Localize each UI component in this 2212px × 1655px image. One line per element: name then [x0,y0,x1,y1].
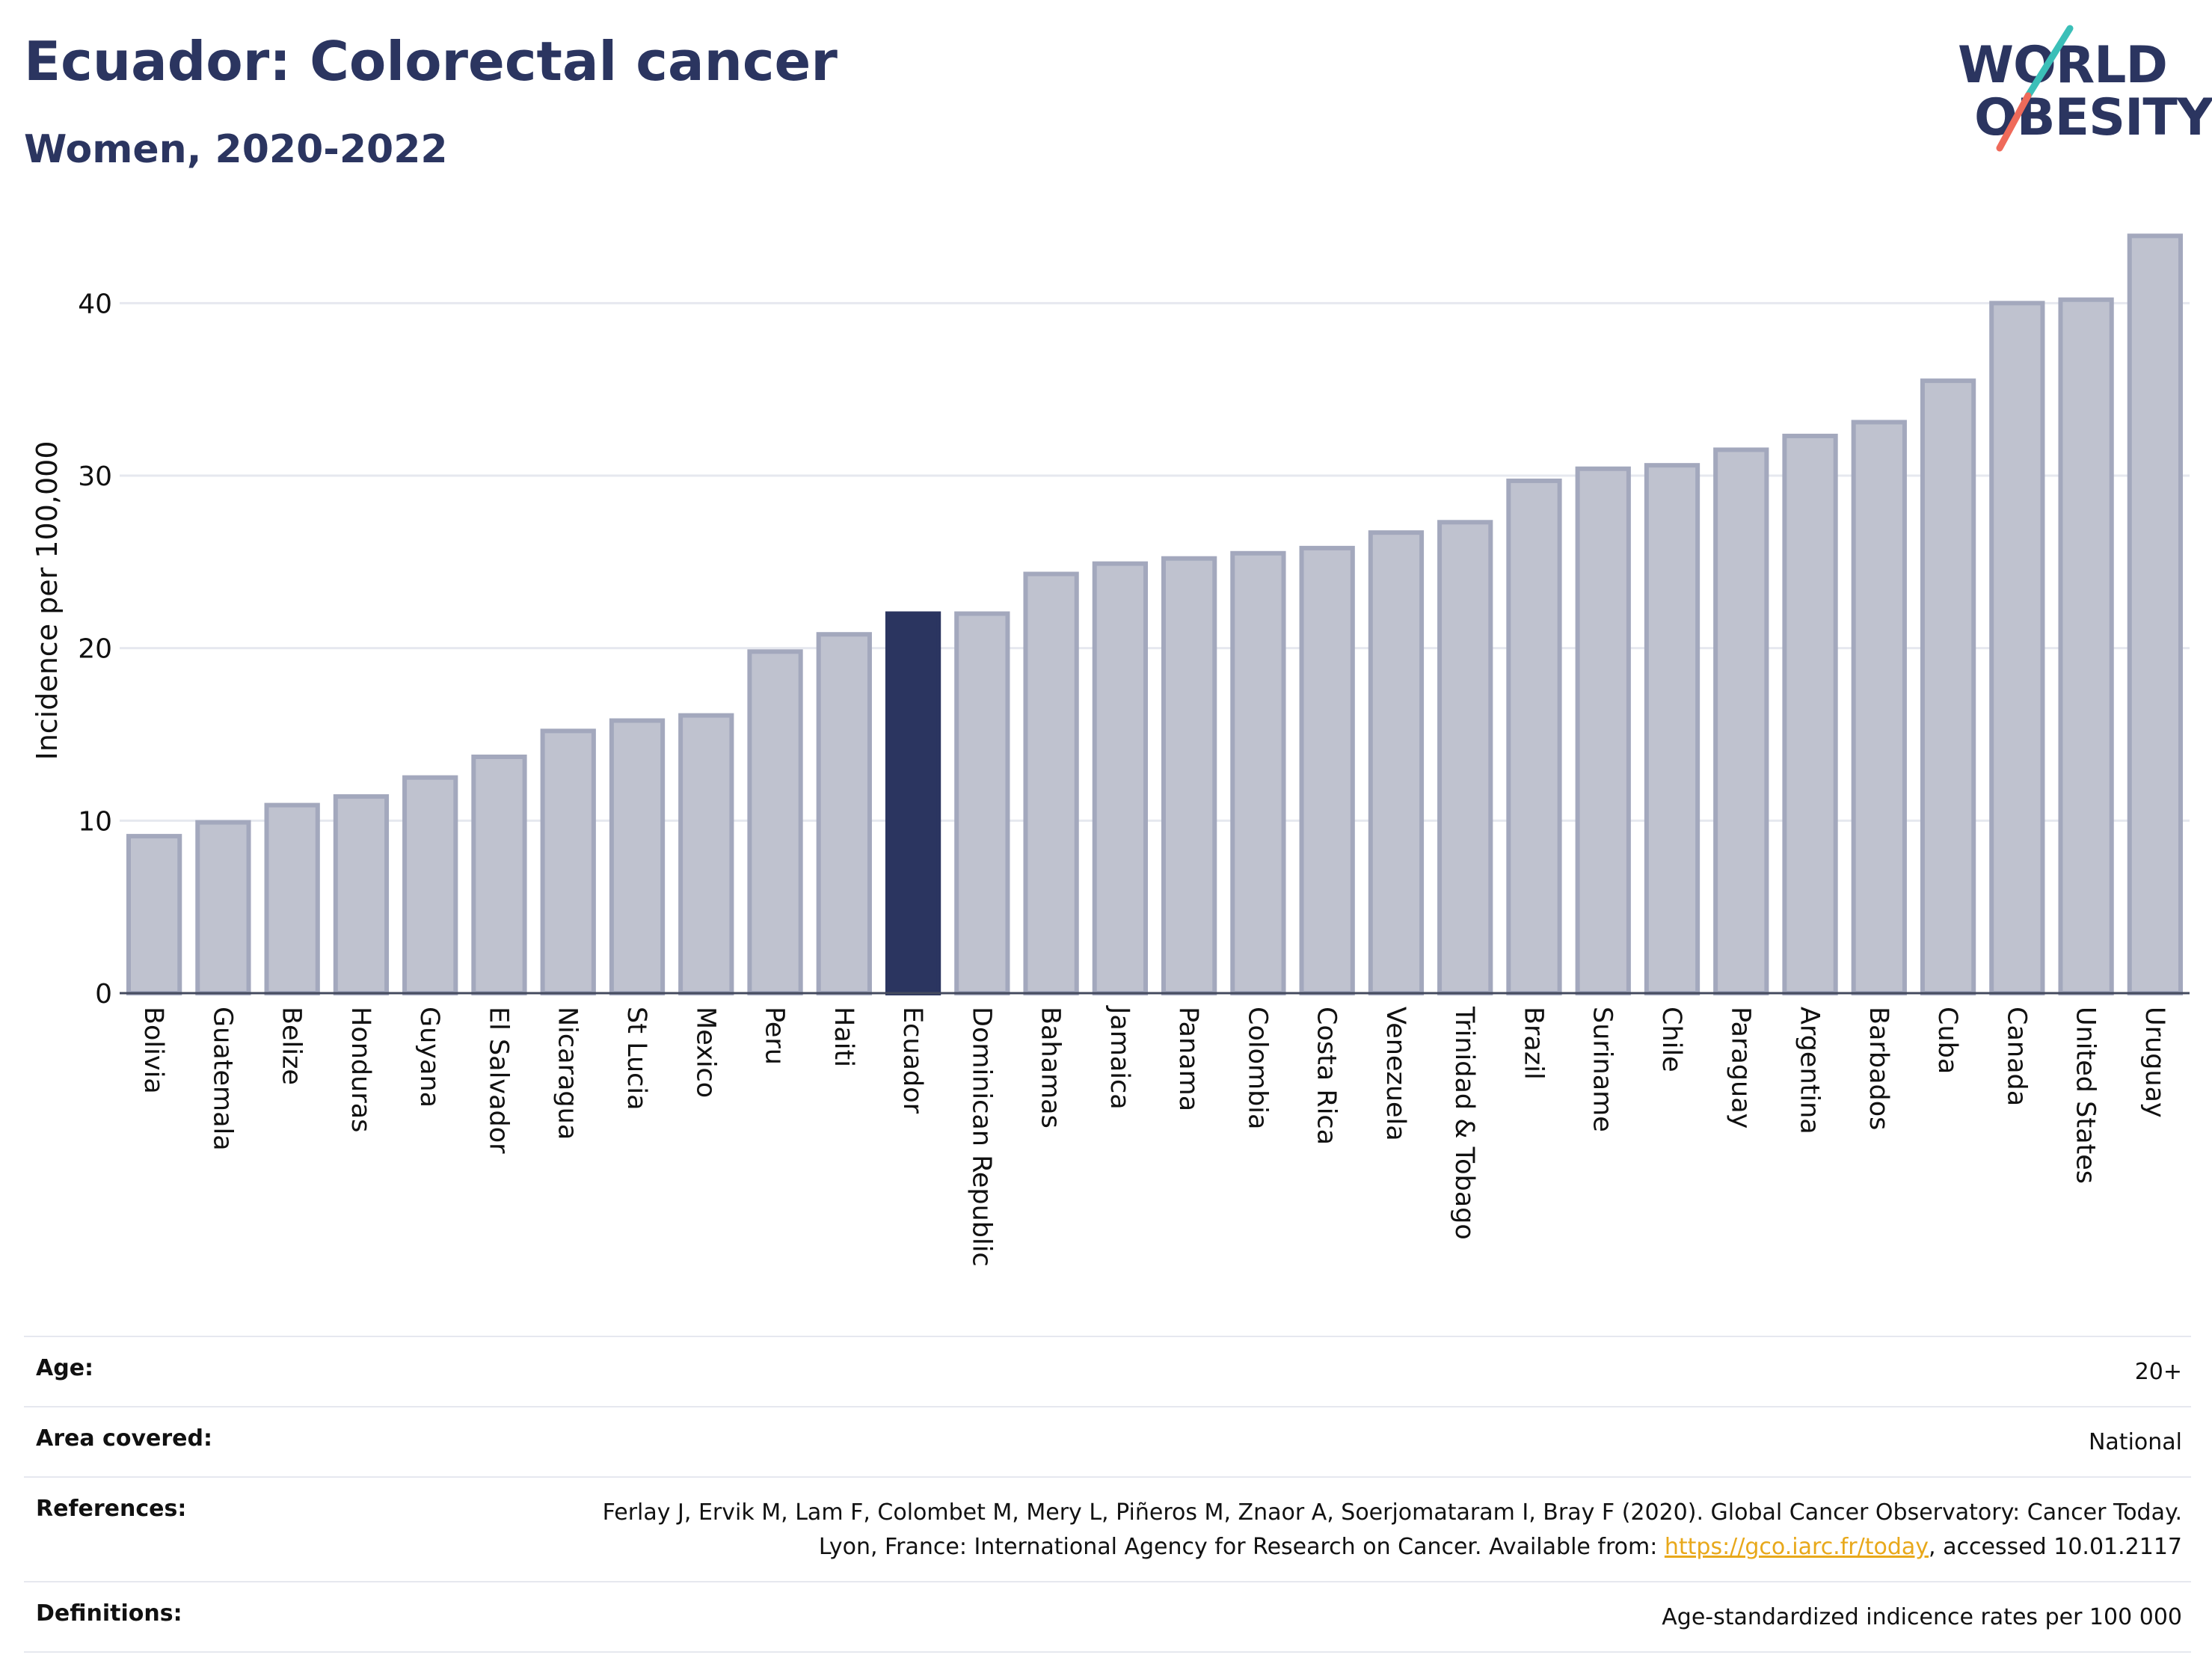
bar-el-salvador [471,754,527,996]
x-tick-label: Mexico [690,1007,720,1098]
y-axis-ticks: 0 10 20 30 40 [78,289,112,1010]
x-tick-label: Guyana [414,1007,444,1108]
references-text: Ferlay J, Ervik M, Lam F, Colombet M, Me… [602,1499,2182,1560]
world-obesity-logo: WORLD OBESITY [1944,22,2212,157]
gridlines [120,301,2190,822]
x-tick-label: Dominican Republic [966,1007,996,1267]
references-link[interactable]: https://gco.iarc.fr/today [1664,1534,1929,1560]
bar-haiti [816,632,872,995]
metadata-table: Age: 20+ Area covered: National Referenc… [24,1336,2191,1653]
x-tick-label: Suriname [1588,1007,1617,1132]
bar-barbados [1851,420,1907,995]
x-tick-label: Guatemala [207,1007,237,1151]
x-tick-label: Argentina [1795,1007,1825,1134]
y-tick-label: 10 [78,806,112,837]
x-tick-label: Bahamas [1036,1007,1066,1129]
x-tick-label: Bolivia [138,1007,168,1094]
bar-cuba [1920,378,1976,995]
bar-jamaica [1092,561,1149,995]
bar-venezuela [1368,530,1425,995]
x-tick-label: Jamaica [1105,1005,1134,1110]
bar-ecuador [885,611,941,995]
x-tick-label: Cuba [1932,1007,1962,1074]
x-tick-label: Ecuador [897,1007,927,1114]
y-axis-label: Incidence per 100,000 [31,440,64,760]
y-tick-label: 0 [95,979,112,1010]
x-tick-label: Belize [277,1007,307,1085]
bar-chile [1644,463,1701,996]
age-value: 20+ [2134,1359,2182,1385]
x-tick-label: Venezuela [1380,1007,1410,1141]
x-tick-label: Honduras [345,1007,375,1132]
references-label: References: [36,1496,187,1522]
meta-row-area: Area covered: National [24,1406,2191,1476]
bars [126,233,2184,996]
references-accessed: , accessed 10.01.2117 [1929,1534,2182,1560]
bar-peru [747,649,803,996]
area-label: Area covered: [36,1425,212,1452]
x-tick-label: Barbados [1864,1007,1893,1130]
chart-subtitle: Women, 2020-2022 [24,127,448,172]
y-tick-label: 20 [78,634,112,665]
bar-mexico [678,713,734,995]
definitions-label: Definitions: [36,1600,182,1627]
y-tick-label: 40 [78,289,112,319]
bar-honduras [333,794,390,995]
bar-st-lucia [609,718,666,996]
bar-paraguay [1713,447,1769,995]
x-tick-label: St Lucia [621,1007,651,1111]
x-tick-label: Panama [1173,1007,1203,1111]
meta-row-definitions: Definitions: Age-standardized indicence … [24,1581,2191,1653]
x-tick-label: Peru [760,1007,790,1065]
x-tick-label: El Salvador [483,1007,513,1154]
bar-uruguay [2127,233,2184,995]
bar-panama [1161,556,1217,996]
bar-bahamas [1023,571,1079,996]
bar-belize [264,802,320,995]
bar-nicaragua [540,728,596,995]
age-label: Age: [36,1355,94,1381]
x-tick-label: Trinidad & Tobago [1449,1006,1479,1240]
x-tick-label: Haiti [829,1007,858,1067]
x-tick-label: Nicaragua [553,1007,583,1140]
bar-guatemala [195,820,251,996]
meta-row-age: Age: 20+ [24,1336,2191,1406]
x-axis-ticks: Bolivia Guatemala Belize Honduras Guyana El S… [138,1005,2169,1267]
bar-argentina [1782,433,1838,995]
bar-bolivia [126,834,182,995]
meta-row-references: References: Ferlay J, Ervik M, Lam F, Co… [24,1476,2191,1581]
bar-costa-rica [1299,545,1355,995]
bar-brazil [1506,478,1562,996]
bar-suriname [1575,466,1631,996]
bar-chart: 0 10 20 30 40 Bolivia Guatemala Belize Honduras… [31,233,2190,1267]
chart-title: Ecuador: Colorectal cancer [24,30,838,93]
x-tick-label: Uruguay [2139,1007,2169,1118]
bar-trinidad-tobago [1437,520,1493,995]
x-tick-label: Brazil [1518,1007,1548,1080]
area-value: National [2088,1429,2182,1455]
x-tick-label: Chile [1656,1007,1686,1072]
bar-united-states [2058,297,2114,996]
x-tick-label: Paraguay [1725,1007,1755,1129]
bar-colombia [1230,550,1286,995]
logo-slash-icon [1996,25,2074,152]
bar-canada [1989,301,2045,996]
references-value: Ferlay J, Ervik M, Lam F, Colombet M, Me… [537,1496,2182,1565]
x-tick-label: Costa Rica [1312,1007,1342,1145]
x-tick-label: Colombia [1242,1007,1272,1129]
x-tick-label: United States [2071,1007,2101,1184]
definitions-value: Age-standardized indicence rates per 100… [1662,1604,2182,1630]
bar-guyana [402,775,458,996]
y-tick-label: 30 [78,461,112,492]
x-tick-label: Canada [2001,1007,2031,1106]
bar-dominican-republic [954,611,1010,995]
